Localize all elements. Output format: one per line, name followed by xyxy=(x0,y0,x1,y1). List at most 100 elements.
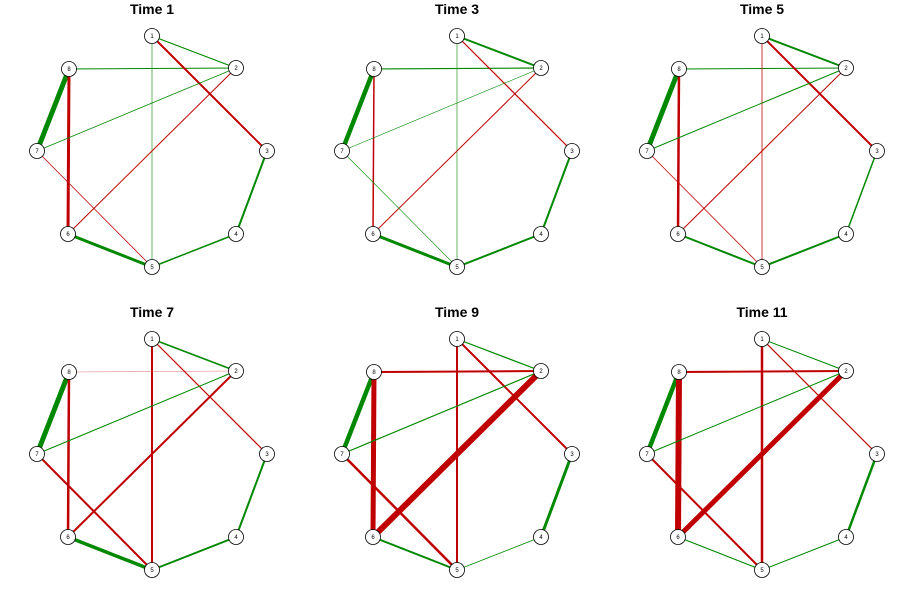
edge-2-7 xyxy=(646,370,847,455)
node-6: 6 xyxy=(365,226,381,242)
node-circle xyxy=(564,446,580,462)
node-5: 5 xyxy=(144,562,160,578)
node-label: 8 xyxy=(677,370,681,376)
node-4: 4 xyxy=(838,226,854,242)
node-circle xyxy=(61,61,77,77)
edge-4-5 xyxy=(151,536,237,571)
edge-3-4 xyxy=(235,150,268,235)
panel: Time 11 1 2 3 4 5 6 7 8 xyxy=(639,304,885,578)
panel-title: Time 3 xyxy=(435,1,479,17)
node-circle xyxy=(334,143,350,159)
node-circle xyxy=(838,363,854,379)
node-label: 8 xyxy=(372,67,376,73)
node-label: 4 xyxy=(844,535,848,541)
node-label: 8 xyxy=(677,67,681,73)
edge-2-7 xyxy=(341,370,542,455)
node-label: 7 xyxy=(35,452,39,458)
node-label: 6 xyxy=(676,232,680,238)
edge-5-6 xyxy=(67,232,153,269)
edge-2-7 xyxy=(36,67,237,152)
panel: Time 1 1 2 3 4 5 6 7 8 xyxy=(29,1,275,275)
node-8: 8 xyxy=(671,61,687,77)
panel-title: Time 11 xyxy=(736,304,787,320)
node-circle xyxy=(869,446,885,462)
node-circle xyxy=(838,529,854,545)
edge-8-7 xyxy=(34,68,72,152)
node-label: 2 xyxy=(844,66,848,72)
node-circle xyxy=(754,28,770,44)
node-6: 6 xyxy=(60,226,76,242)
edge-8-6 xyxy=(370,371,377,538)
node-5: 5 xyxy=(754,562,770,578)
node-circle xyxy=(639,446,655,462)
node-circle xyxy=(228,363,244,379)
node-label: 1 xyxy=(455,337,459,343)
node-label: 1 xyxy=(760,34,764,40)
node-circle xyxy=(671,61,687,77)
node-label: 2 xyxy=(539,369,543,375)
edge-7-5 xyxy=(341,150,458,268)
node-circle xyxy=(228,529,244,545)
node-5: 5 xyxy=(754,259,770,275)
edge-3-4 xyxy=(235,453,268,538)
edge-8-7 xyxy=(339,68,377,152)
node-label: 4 xyxy=(844,232,848,238)
edge-8-2 xyxy=(373,67,542,70)
node-circle xyxy=(449,259,465,275)
node-circle xyxy=(754,562,770,578)
node-circle xyxy=(365,226,381,242)
node-7: 7 xyxy=(29,446,45,462)
edge-1-2 xyxy=(151,35,237,69)
edge-3-4 xyxy=(845,150,878,235)
edge-7-5 xyxy=(646,453,763,571)
node-circle xyxy=(533,60,549,76)
node-1: 1 xyxy=(754,331,770,347)
node-circle xyxy=(670,529,686,545)
node-circle xyxy=(754,331,770,347)
edge-8-7 xyxy=(644,371,682,455)
node-label: 7 xyxy=(645,452,649,458)
node-circle xyxy=(29,143,45,159)
node-3: 3 xyxy=(564,446,580,462)
edge-3-4 xyxy=(539,453,574,538)
edge-4-5 xyxy=(151,233,237,268)
node-label: 4 xyxy=(539,232,543,238)
node-7: 7 xyxy=(29,143,45,159)
node-2: 2 xyxy=(533,60,549,76)
node-7: 7 xyxy=(639,143,655,159)
panel-title: Time 1 xyxy=(130,1,174,17)
node-label: 6 xyxy=(66,535,70,541)
node-label: 5 xyxy=(760,265,764,271)
edge-8-7 xyxy=(339,371,377,455)
edge-4-5 xyxy=(761,233,847,268)
node-circle xyxy=(449,562,465,578)
node-label: 8 xyxy=(67,67,71,73)
node-label: 6 xyxy=(66,232,70,238)
panel-title: Time 9 xyxy=(435,304,479,320)
node-circle xyxy=(334,446,350,462)
node-2: 2 xyxy=(838,60,854,76)
edge-8-2 xyxy=(68,67,237,70)
edge-4-5 xyxy=(456,233,542,268)
node-circle xyxy=(639,143,655,159)
node-label: 8 xyxy=(372,370,376,376)
node-label: 1 xyxy=(760,337,764,343)
edge-1-2 xyxy=(151,338,237,372)
node-circle xyxy=(449,28,465,44)
edge-1-2 xyxy=(456,35,542,69)
edge-2-6 xyxy=(370,368,544,540)
edge-5-6 xyxy=(677,233,763,268)
node-circle xyxy=(366,364,382,380)
node-8: 8 xyxy=(61,61,77,77)
edge-2-6 xyxy=(67,67,237,235)
edge-2-7 xyxy=(341,67,542,152)
node-8: 8 xyxy=(61,364,77,380)
node-label: 5 xyxy=(760,568,764,574)
edge-8-6 xyxy=(372,68,375,235)
node-label: 3 xyxy=(570,452,574,458)
node-4: 4 xyxy=(228,226,244,242)
node-label: 1 xyxy=(150,34,154,40)
edge-8-7 xyxy=(644,68,682,152)
node-label: 7 xyxy=(340,452,344,458)
node-label: 5 xyxy=(455,265,459,271)
